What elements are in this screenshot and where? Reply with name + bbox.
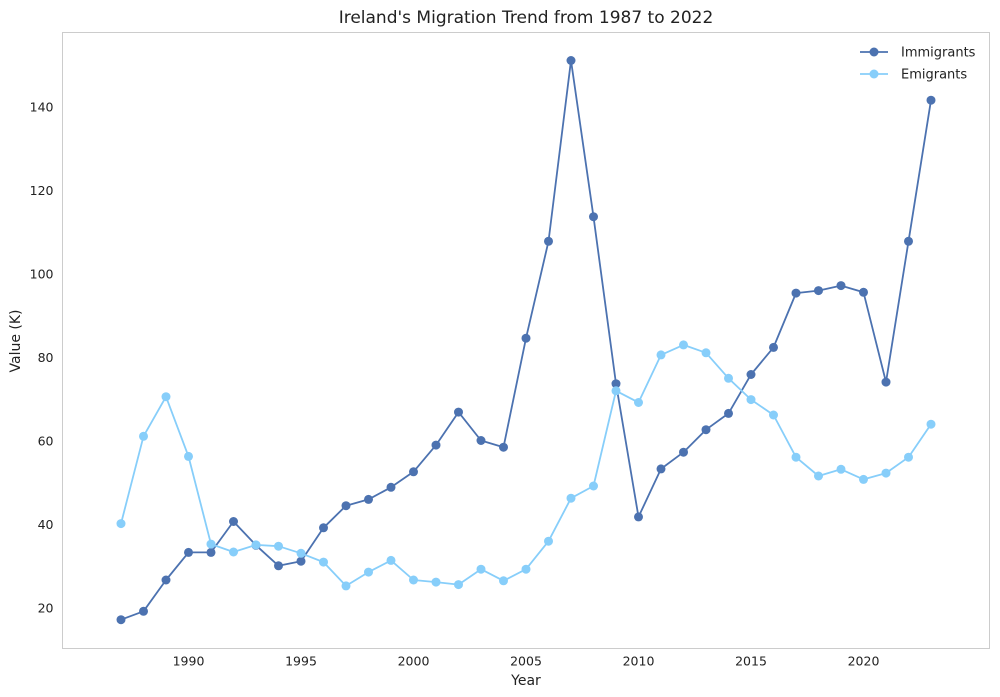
- data-point-emigrants: [769, 410, 778, 420]
- chart-title: Ireland's Migration Trend from 1987 to 2…: [339, 8, 714, 28]
- series-layer: [116, 56, 936, 625]
- legend-swatch-marker-immigrants: [869, 47, 879, 57]
- data-point-emigrants: [409, 575, 418, 585]
- data-point-immigrants: [589, 212, 598, 222]
- data-point-emigrants: [836, 464, 846, 474]
- x-tick-label: 2005: [510, 654, 542, 669]
- data-point-emigrants: [229, 547, 238, 557]
- data-point-emigrants: [791, 452, 801, 462]
- data-point-immigrants: [319, 523, 328, 533]
- data-point-immigrants: [431, 440, 441, 450]
- data-point-emigrants: [724, 373, 733, 383]
- data-point-immigrants: [499, 442, 508, 452]
- x-tick-label: 2000: [398, 654, 430, 669]
- data-point-emigrants: [251, 540, 261, 550]
- data-point-emigrants: [881, 468, 891, 478]
- y-tick-label: 20: [38, 600, 54, 615]
- legend-swatch-marker-emigrants: [869, 69, 879, 79]
- data-point-immigrants: [454, 407, 463, 417]
- x-tick-label: 2020: [848, 654, 880, 669]
- data-point-emigrants: [611, 386, 621, 396]
- data-point-emigrants: [701, 348, 711, 358]
- legend-label-emigrants: Emigrants: [901, 68, 967, 83]
- data-point-immigrants: [724, 408, 733, 418]
- y-tick-label: 140: [30, 99, 54, 114]
- data-point-immigrants: [476, 436, 486, 445]
- data-point-emigrants: [296, 548, 306, 558]
- data-point-immigrants: [881, 377, 891, 387]
- data-point-emigrants: [499, 576, 508, 586]
- data-point-emigrants: [364, 567, 373, 577]
- data-point-immigrants: [139, 606, 148, 616]
- data-point-emigrants: [206, 539, 216, 549]
- legend-label-immigrants: Immigrants: [901, 46, 976, 61]
- data-point-immigrants: [409, 467, 418, 477]
- data-point-emigrants: [746, 395, 756, 405]
- data-point-emigrants: [341, 581, 351, 591]
- x-tick-label: 1990: [173, 654, 205, 669]
- data-point-emigrants: [431, 577, 441, 587]
- data-point-immigrants: [746, 370, 756, 379]
- data-point-immigrants: [206, 547, 216, 557]
- data-point-immigrants: [701, 425, 711, 435]
- data-point-emigrants: [926, 419, 936, 429]
- data-point-immigrants: [341, 501, 351, 511]
- data-point-immigrants: [386, 482, 396, 492]
- data-point-immigrants: [116, 615, 126, 625]
- data-point-immigrants: [769, 342, 778, 352]
- data-point-immigrants: [566, 56, 576, 65]
- data-point-emigrants: [319, 557, 328, 567]
- data-point-immigrants: [836, 281, 846, 291]
- data-point-emigrants: [476, 564, 486, 574]
- y-tick-label: 40: [38, 517, 54, 532]
- data-point-immigrants: [859, 287, 868, 297]
- data-point-immigrants: [926, 95, 936, 105]
- x-tick-labels: 1990 1995 2000 2005 2010 2015 2020: [173, 654, 880, 669]
- x-tick-label: 2015: [735, 654, 767, 669]
- data-point-immigrants: [814, 286, 823, 296]
- data-point-emigrants: [139, 431, 148, 441]
- data-point-emigrants: [814, 471, 823, 481]
- data-point-immigrants: [904, 236, 913, 246]
- data-point-immigrants: [161, 575, 171, 585]
- data-point-emigrants: [161, 392, 171, 402]
- data-point-immigrants: [296, 556, 306, 566]
- y-tick-label: 100: [30, 266, 54, 281]
- x-axis-label: Year: [510, 673, 541, 689]
- y-tick-label: 120: [30, 183, 54, 198]
- y-tick-label: 60: [38, 433, 54, 448]
- data-point-emigrants: [904, 452, 913, 462]
- y-axis-label: Value (K): [8, 310, 24, 373]
- x-tick-label: 2010: [623, 654, 655, 669]
- data-point-immigrants: [521, 333, 531, 343]
- data-point-immigrants: [679, 447, 688, 457]
- data-point-emigrants: [656, 350, 666, 360]
- data-point-emigrants: [679, 340, 688, 350]
- data-point-emigrants: [116, 519, 126, 529]
- data-point-immigrants: [229, 517, 238, 526]
- data-point-emigrants: [634, 398, 643, 407]
- y-tick-label: 80: [38, 350, 54, 365]
- legend: Immigrants Emigrants: [860, 46, 976, 83]
- data-point-immigrants: [544, 236, 553, 246]
- x-tick-label: 1995: [285, 654, 317, 669]
- data-point-emigrants: [589, 481, 598, 491]
- data-point-immigrants: [274, 561, 283, 571]
- data-point-emigrants: [386, 555, 396, 565]
- data-point-emigrants: [859, 474, 868, 484]
- data-point-immigrants: [364, 494, 373, 504]
- data-point-immigrants: [611, 379, 621, 389]
- data-point-emigrants: [184, 451, 193, 461]
- data-point-emigrants: [274, 541, 283, 551]
- data-point-immigrants: [634, 512, 643, 522]
- y-tick-labels: 20 40 60 80 100 120 140: [30, 99, 54, 615]
- data-point-emigrants: [544, 536, 553, 546]
- data-point-emigrants: [566, 493, 576, 503]
- data-point-emigrants: [521, 564, 531, 574]
- data-point-emigrants: [454, 580, 463, 590]
- data-point-immigrants: [656, 464, 666, 474]
- data-point-immigrants: [184, 547, 193, 557]
- data-point-immigrants: [791, 288, 801, 298]
